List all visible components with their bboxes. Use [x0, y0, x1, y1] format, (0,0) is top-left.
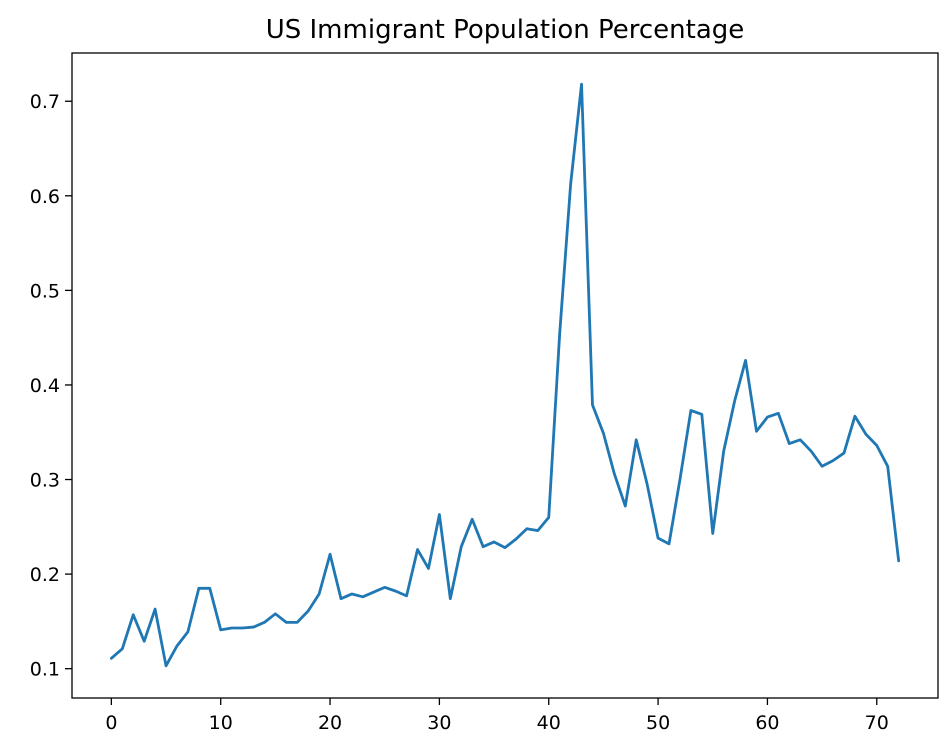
x-tick-label: 30 [427, 712, 451, 734]
x-axis: 0 10 20 30 40 50 60 70 [105, 698, 889, 734]
x-tick-label: 10 [209, 712, 233, 734]
y-tick-label: 0.4 [30, 375, 60, 397]
y-tick-label: 0.2 [30, 564, 60, 586]
y-tick-label: 0.7 [30, 91, 60, 113]
x-tick-label: 60 [755, 712, 779, 734]
x-tick-label: 40 [537, 712, 561, 734]
x-tick-label: 20 [318, 712, 342, 734]
y-tick-label: 0.3 [30, 470, 60, 492]
x-tick-label: 70 [865, 712, 889, 734]
x-tick-label: 50 [646, 712, 670, 734]
x-tick-label: 0 [105, 712, 117, 734]
axes-frame [71, 52, 939, 699]
y-tick-label: 0.6 [30, 186, 60, 208]
chart-title: US Immigrant Population Percentage [266, 15, 745, 45]
y-axis: 0.1 0.2 0.3 0.4 0.5 0.6 0.7 [30, 91, 72, 681]
series-line [109, 82, 901, 668]
y-tick-label: 0.1 [30, 659, 60, 681]
plot-area [109, 82, 901, 668]
y-tick-label: 0.5 [30, 280, 60, 302]
